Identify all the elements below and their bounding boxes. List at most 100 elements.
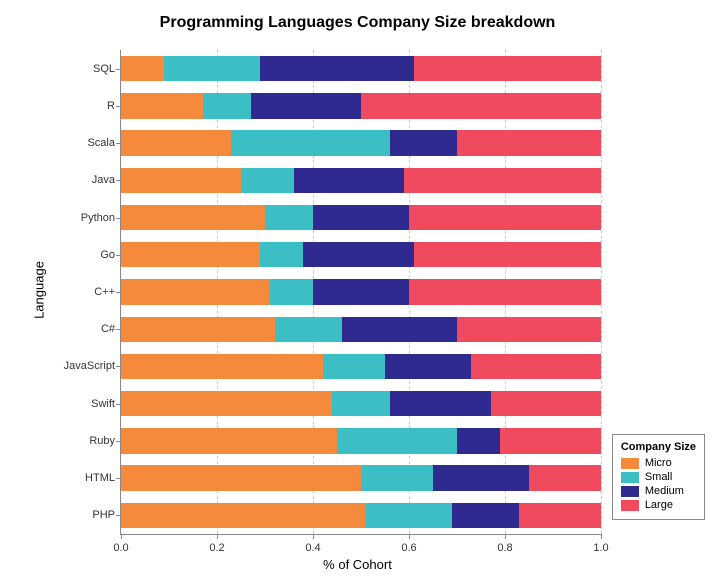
bar-segment-small — [366, 503, 452, 528]
xtick-label: 0.4 — [305, 542, 320, 554]
bar-segment-large — [361, 93, 601, 118]
ytick-label: Java — [92, 174, 115, 186]
bar-segment-large — [414, 56, 601, 81]
xtick-label: 0.6 — [401, 542, 416, 554]
bar-segment-micro — [121, 168, 241, 193]
bar-segment-small — [361, 465, 433, 490]
bar-segment-large — [471, 354, 601, 379]
plot-area: 0.00.20.40.60.81.0SQLRScalaJavaPythonGoC… — [120, 50, 601, 535]
bar-segment-micro — [121, 465, 361, 490]
xtick-mark — [217, 534, 218, 539]
bar-segment-medium — [260, 56, 414, 81]
bar-segment-medium — [433, 465, 529, 490]
bar-segment-large — [404, 168, 601, 193]
bar-segment-micro — [121, 354, 323, 379]
bar-segment-medium — [313, 205, 409, 230]
bar-segment-medium — [342, 317, 457, 342]
bar-segment-micro — [121, 317, 275, 342]
bar-segment-large — [457, 130, 601, 155]
bar-segment-small — [270, 279, 313, 304]
bar-segment-large — [500, 428, 601, 453]
bar-segment-large — [409, 205, 601, 230]
bar-row — [121, 205, 601, 230]
ytick-label: R — [107, 100, 115, 112]
ytick-label: HTML — [85, 472, 115, 484]
ytick-label: Go — [100, 249, 115, 261]
bar-segment-small — [332, 391, 390, 416]
bar-segment-large — [457, 317, 601, 342]
ytick-label: Swift — [91, 398, 115, 410]
bar-segment-medium — [294, 168, 404, 193]
xtick-label: 0.0 — [113, 542, 128, 554]
bar-row — [121, 168, 601, 193]
bar-segment-medium — [390, 391, 491, 416]
bar-segment-medium — [303, 242, 413, 267]
xtick-mark — [313, 534, 314, 539]
legend-label: Large — [645, 499, 673, 511]
bar-segment-large — [519, 503, 601, 528]
bar-segment-small — [231, 130, 389, 155]
ytick-label: C++ — [94, 286, 115, 298]
legend-item: Small — [621, 471, 696, 483]
legend-swatch — [621, 500, 639, 511]
ytick-label: JavaScript — [64, 360, 115, 372]
bar-segment-micro — [121, 242, 260, 267]
xtick-mark — [409, 534, 410, 539]
bar-segment-small — [337, 428, 457, 453]
bar-segment-micro — [121, 279, 270, 304]
bar-segment-medium — [251, 93, 361, 118]
bar-row — [121, 93, 601, 118]
bar-segment-micro — [121, 503, 366, 528]
xtick-label: 0.8 — [497, 542, 512, 554]
bar-segment-large — [529, 465, 601, 490]
legend-item: Micro — [621, 457, 696, 469]
xtick-mark — [121, 534, 122, 539]
bar-segment-small — [203, 93, 251, 118]
legend-swatch — [621, 458, 639, 469]
bar-segment-small — [164, 56, 260, 81]
ytick-label: C# — [101, 323, 115, 335]
ytick-label: SQL — [93, 63, 115, 75]
ytick-label: PHP — [92, 509, 115, 521]
chart-title: Programming Languages Company Size break… — [0, 14, 715, 32]
bar-row — [121, 354, 601, 379]
bar-segment-micro — [121, 391, 332, 416]
legend-label: Medium — [645, 485, 684, 497]
legend-item: Large — [621, 499, 696, 511]
bar-row — [121, 242, 601, 267]
bar-segment-medium — [313, 279, 409, 304]
chart-container: Programming Languages Company Size break… — [0, 0, 715, 580]
bar-segment-medium — [457, 428, 500, 453]
xtick-label: 0.2 — [209, 542, 224, 554]
legend: Company Size Micro Small Medium Large — [612, 434, 705, 520]
legend-swatch — [621, 486, 639, 497]
bar-row — [121, 428, 601, 453]
gridline — [601, 50, 602, 534]
bar-segment-large — [491, 391, 601, 416]
legend-item: Medium — [621, 485, 696, 497]
bar-row — [121, 503, 601, 528]
ytick-label: Ruby — [89, 435, 115, 447]
x-axis-label: % of Cohort — [0, 557, 715, 572]
bar-row — [121, 391, 601, 416]
y-axis-label: Language — [31, 261, 46, 319]
bar-segment-large — [409, 279, 601, 304]
bar-row — [121, 465, 601, 490]
ytick-label: Python — [81, 212, 115, 224]
bar-segment-micro — [121, 130, 231, 155]
bar-segment-small — [275, 317, 342, 342]
bar-row — [121, 130, 601, 155]
bar-row — [121, 279, 601, 304]
bar-segment-micro — [121, 56, 164, 81]
legend-label: Micro — [645, 457, 672, 469]
bar-row — [121, 317, 601, 342]
xtick-mark — [505, 534, 506, 539]
legend-title: Company Size — [621, 441, 696, 453]
xtick-label: 1.0 — [593, 542, 608, 554]
bar-segment-micro — [121, 205, 265, 230]
bar-row — [121, 56, 601, 81]
bar-segment-medium — [385, 354, 471, 379]
bar-segment-micro — [121, 428, 337, 453]
bar-segment-large — [414, 242, 601, 267]
bar-segment-micro — [121, 93, 203, 118]
